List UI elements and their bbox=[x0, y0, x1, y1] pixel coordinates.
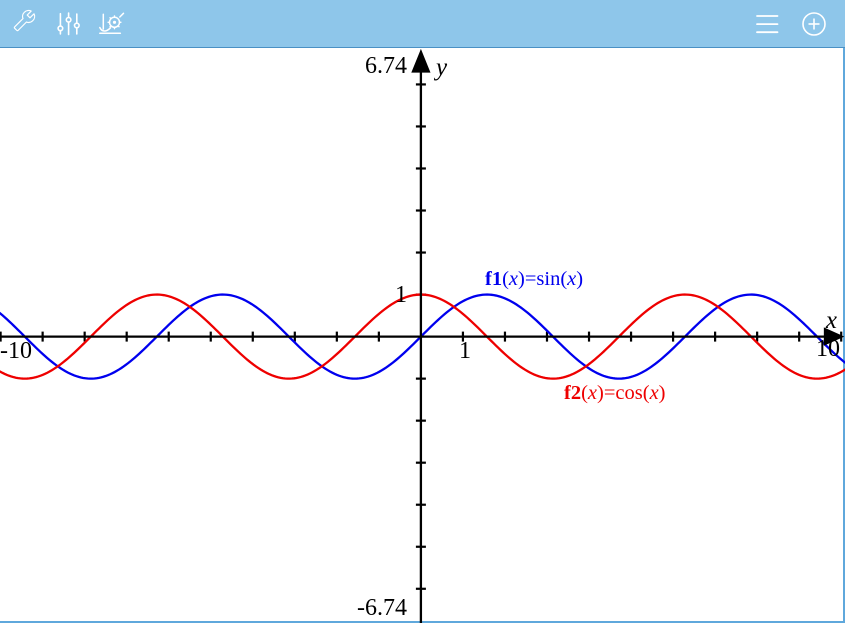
svg-text:10: 10 bbox=[816, 336, 840, 362]
svg-text:-10: -10 bbox=[0, 338, 32, 364]
svg-text:y: y bbox=[433, 54, 448, 81]
svg-text:1: 1 bbox=[395, 282, 407, 308]
svg-text:f2(x)=cos(x): f2(x)=cos(x) bbox=[564, 382, 666, 404]
svg-text:x: x bbox=[825, 307, 837, 334]
svg-text:6.74: 6.74 bbox=[365, 53, 407, 79]
svg-text:1: 1 bbox=[459, 338, 471, 364]
svg-text:f1(x)=sin(x): f1(x)=sin(x) bbox=[485, 268, 583, 290]
svg-text:-6.74: -6.74 bbox=[357, 595, 407, 621]
